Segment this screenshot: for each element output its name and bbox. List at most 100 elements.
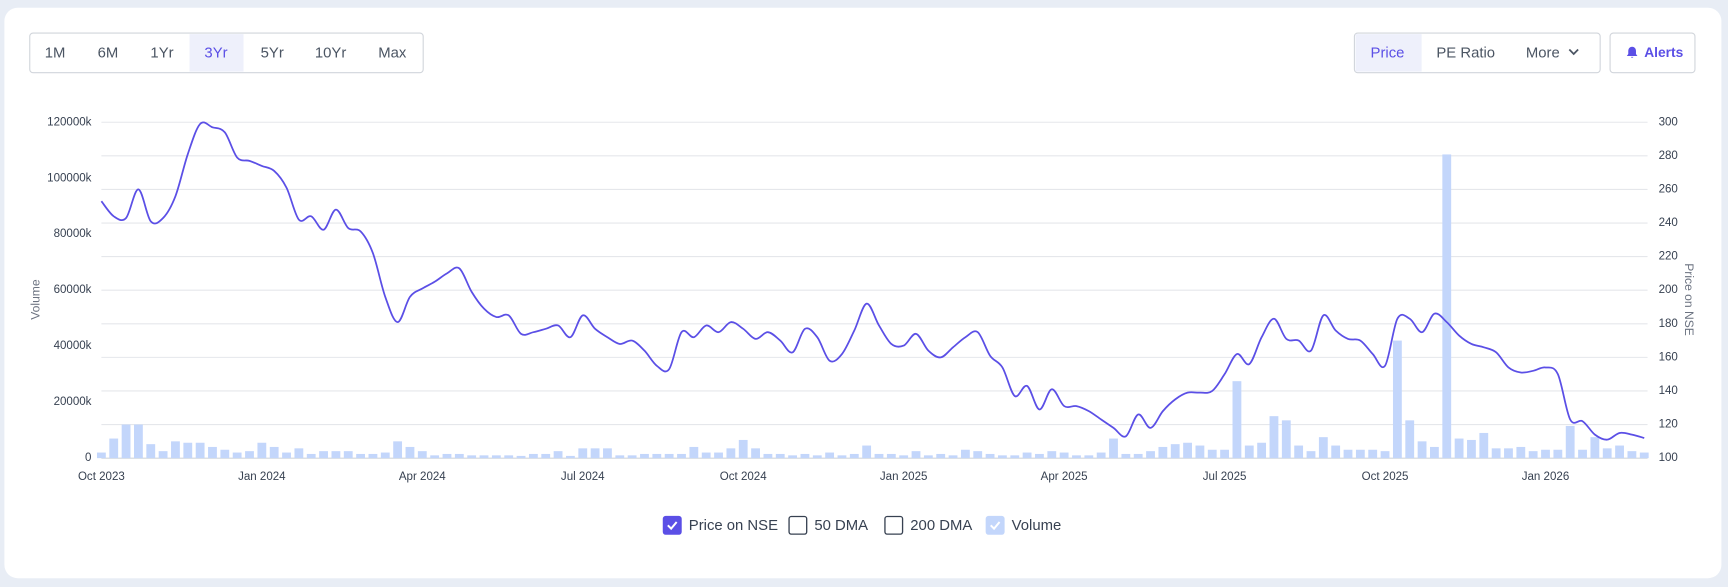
alerts-button[interactable] — [1609, 32, 1696, 74]
volume-bar — [1121, 453, 1131, 459]
volume-bar — [1072, 455, 1081, 459]
volume-bar — [1355, 449, 1365, 459]
volume-bar — [800, 453, 810, 459]
volume-bar — [1417, 441, 1427, 459]
legend-checkbox[interactable] — [662, 515, 682, 535]
legend-checkbox[interactable] — [788, 515, 808, 535]
volume-bar — [430, 455, 440, 459]
volume-bar — [1170, 444, 1180, 459]
y2-tick-label: 260 — [1659, 183, 1678, 195]
tab-button[interactable]: PE Ratio — [1436, 45, 1495, 61]
volume-bar — [1602, 448, 1612, 459]
volume-bar — [454, 453, 464, 459]
y2-tick-label: 220 — [1659, 251, 1678, 263]
tab-button[interactable]: Price — [1371, 45, 1405, 61]
volume-bar — [911, 451, 921, 459]
volume-bar — [146, 444, 156, 459]
volume-bar — [294, 448, 304, 459]
volume-bar — [788, 455, 797, 459]
y2-axis-title: Price on NSE — [1682, 263, 1696, 336]
tab-active-bg — [1355, 34, 1422, 72]
volume-bar — [1639, 452, 1649, 459]
volume-bar — [245, 451, 254, 459]
volume-bar — [208, 446, 217, 459]
volume-bar — [1541, 449, 1550, 459]
volume-bar — [356, 453, 365, 459]
x-tick-label: Jul 2024 — [561, 471, 605, 483]
y2-tick-label: 300 — [1659, 116, 1678, 128]
volume-bar — [319, 451, 328, 459]
volume-bar — [1331, 445, 1341, 459]
volume-bar — [195, 442, 205, 459]
volume-bar — [886, 453, 896, 459]
volume-bar — [1565, 425, 1575, 459]
y-tick-label: 100000k — [47, 172, 92, 184]
tab-button[interactable]: More — [1526, 45, 1560, 61]
range-button[interactable]: Max — [378, 45, 407, 61]
volume-bar — [368, 453, 378, 459]
volume-bar — [677, 453, 686, 459]
range-button[interactable]: 6M — [98, 45, 119, 61]
legend-checkbox[interactable] — [884, 515, 904, 535]
volume-bar — [269, 446, 279, 459]
legend-label[interactable]: Volume — [1012, 518, 1062, 534]
volume-bar — [282, 452, 291, 459]
range-button[interactable]: 1Yr — [150, 45, 173, 61]
y-tick-label: 0 — [85, 452, 91, 464]
volume-bar — [121, 424, 131, 459]
y-tick-label: 80000k — [54, 228, 92, 240]
volume-bar — [849, 453, 859, 459]
volume-bar — [1232, 381, 1242, 459]
x-tick-label: Apr 2024 — [399, 471, 446, 483]
price-line — [100, 121, 1645, 441]
volume-bar — [948, 455, 958, 459]
volume-bar — [960, 449, 970, 459]
volume-bar — [1368, 449, 1378, 459]
volume-bar — [862, 445, 872, 459]
chevron-icon — [1568, 48, 1579, 56]
volume-bar — [985, 453, 995, 459]
legend-label[interactable]: Price on NSE — [689, 518, 778, 534]
y-tick-label: 120000k — [47, 116, 92, 128]
volume-bar — [343, 451, 353, 459]
volume-bar — [1010, 455, 1020, 459]
legend-checkbox[interactable] — [985, 515, 1005, 535]
volume-bar — [973, 451, 983, 459]
range-button[interactable]: 10Yr — [315, 45, 346, 61]
legend-label[interactable]: 200 DMA — [910, 518, 972, 534]
volume-bar — [232, 452, 242, 459]
volume-bar — [652, 453, 662, 459]
volume-bar — [998, 455, 1007, 459]
volume-bar — [1528, 451, 1538, 459]
volume-bar — [1516, 446, 1526, 459]
volume-bar — [1454, 438, 1464, 459]
range-button[interactable]: 1M — [45, 45, 66, 61]
volume-bar — [1257, 442, 1267, 459]
legend-label[interactable]: 50 DMA — [814, 518, 868, 534]
volume-bar — [1627, 451, 1637, 459]
y2-tick-label: 180 — [1659, 318, 1678, 330]
volume-bar — [479, 455, 489, 459]
range-button[interactable]: 3Yr — [204, 45, 227, 61]
range-button[interactable]: 5Yr — [261, 45, 284, 61]
volume-bar — [763, 453, 773, 459]
bell-icon — [1626, 46, 1638, 58]
volume-bar — [812, 455, 822, 459]
volume-bar — [134, 424, 143, 459]
volume-bar — [109, 438, 119, 459]
volume-bar — [1590, 437, 1600, 459]
volume-bar — [158, 451, 168, 459]
volume-bar — [467, 455, 477, 459]
volume-bar — [1244, 445, 1254, 459]
volume-bar — [331, 451, 341, 459]
volume-bar — [1380, 451, 1390, 459]
volume-bar — [553, 451, 563, 459]
volume-bar — [96, 452, 106, 459]
volume-bar — [1096, 452, 1106, 459]
y2-tick-label: 140 — [1659, 385, 1678, 397]
volume-bar — [1405, 420, 1415, 459]
volume-bar — [171, 441, 180, 459]
alerts-label[interactable]: Alerts — [1644, 45, 1683, 60]
volume-bar — [504, 455, 514, 459]
